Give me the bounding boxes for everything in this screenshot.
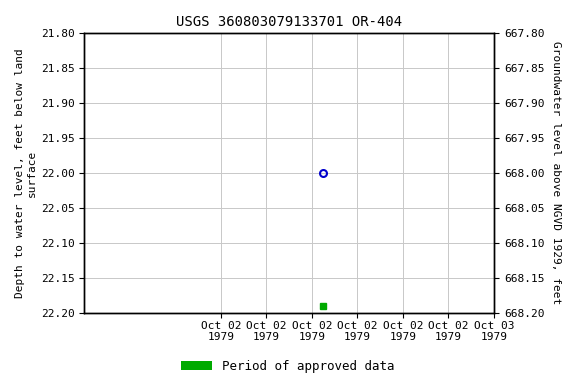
Y-axis label: Depth to water level, feet below land
surface: Depth to water level, feet below land su…	[15, 48, 37, 298]
Y-axis label: Groundwater level above NGVD 1929, feet: Groundwater level above NGVD 1929, feet	[551, 41, 561, 305]
Legend: Period of approved data: Period of approved data	[176, 355, 400, 378]
Title: USGS 360803079133701 OR-404: USGS 360803079133701 OR-404	[176, 15, 402, 29]
